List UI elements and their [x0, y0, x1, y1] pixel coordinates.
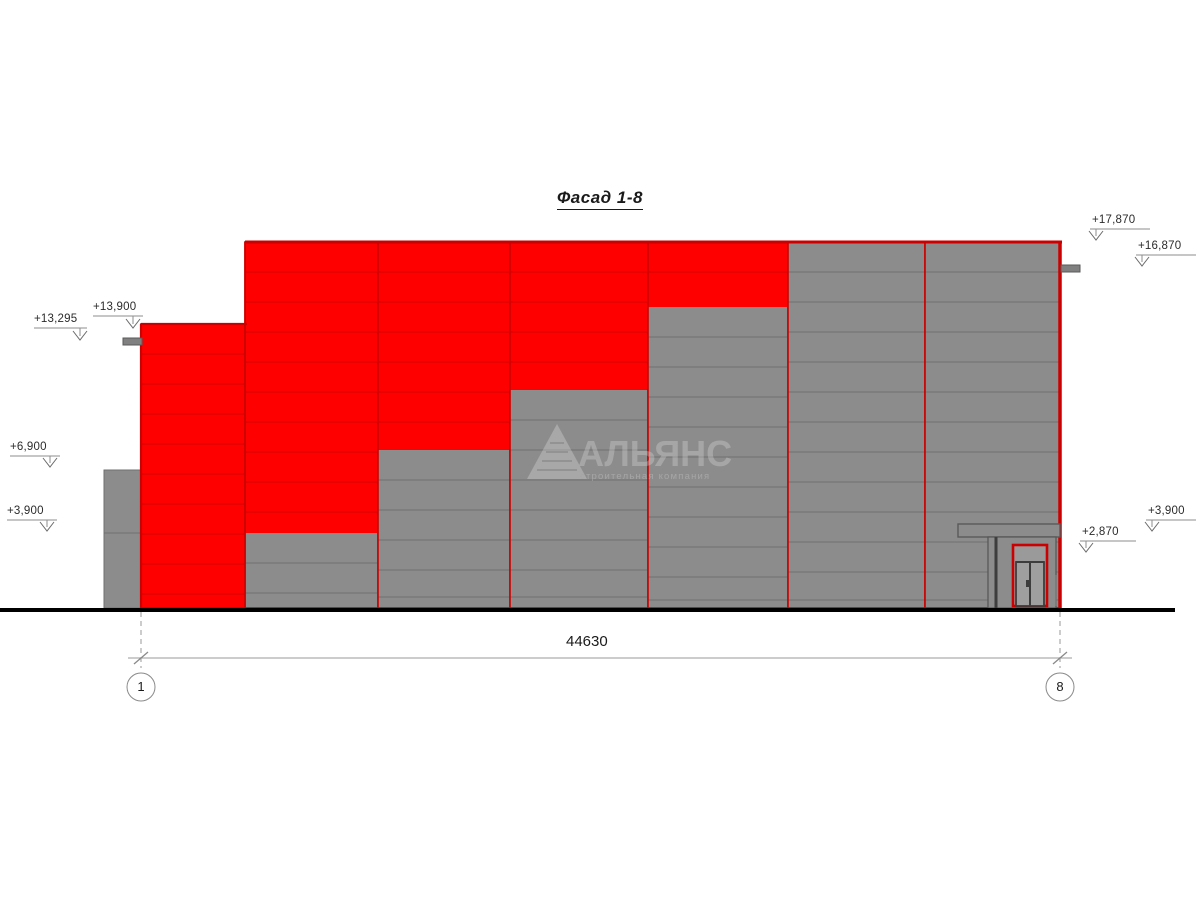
dimension-chain	[126, 612, 1075, 702]
level-label-3900-left: +3,900	[7, 505, 44, 517]
facade-outer-outline	[139, 240, 1062, 608]
facade-bay-4	[509, 241, 649, 609]
level-leader-17870	[1088, 228, 1150, 241]
level-leader-6900	[10, 455, 60, 468]
entrance-door[interactable]	[957, 523, 1061, 609]
drawing-title: Фасад 1-8	[0, 188, 1200, 210]
level-label-6900: +6,900	[10, 441, 47, 453]
facade-bay-3	[377, 241, 511, 609]
drawing-title-text: Фасад 1-8	[557, 188, 643, 210]
facade-bay-6	[787, 241, 926, 609]
axis-bubble-1-label: 1	[137, 679, 145, 694]
facade-bay-2	[244, 241, 379, 609]
left-low-block	[103, 469, 142, 609]
level-leader-16870	[1134, 254, 1196, 267]
level-leader-13295	[34, 327, 88, 341]
parapet-tab-right-icon	[1060, 264, 1081, 273]
level-label-3900-right: +3,900	[1148, 505, 1185, 517]
overall-dimension-label: 44630	[566, 633, 608, 650]
level-leader-3900-left	[7, 519, 57, 532]
watermark-brand: АЛЬЯНС	[578, 433, 732, 474]
axis-bubble-8-label: 8	[1056, 679, 1064, 694]
level-marks-right	[1078, 228, 1196, 553]
pyramid-icon	[527, 424, 587, 479]
level-leader-13900	[93, 315, 143, 329]
level-label-16870: +16,870	[1138, 240, 1182, 252]
facade-bay-1	[140, 323, 246, 609]
facade-bay-5	[647, 241, 789, 609]
level-leader-3900-right	[1144, 519, 1196, 532]
level-label-17870: +17,870	[1092, 214, 1136, 226]
watermark: АЛЬЯНС строительная компания	[527, 424, 732, 482]
level-marks-left	[7, 315, 143, 532]
level-label-13900: +13,900	[93, 301, 137, 313]
parapet-tab-left-icon	[122, 337, 143, 346]
level-label-13295: +13,295	[34, 313, 78, 325]
watermark-tagline: строительная компания	[580, 471, 710, 482]
level-leader-2870	[1078, 540, 1136, 553]
level-label-2870: +2,870	[1082, 526, 1119, 538]
